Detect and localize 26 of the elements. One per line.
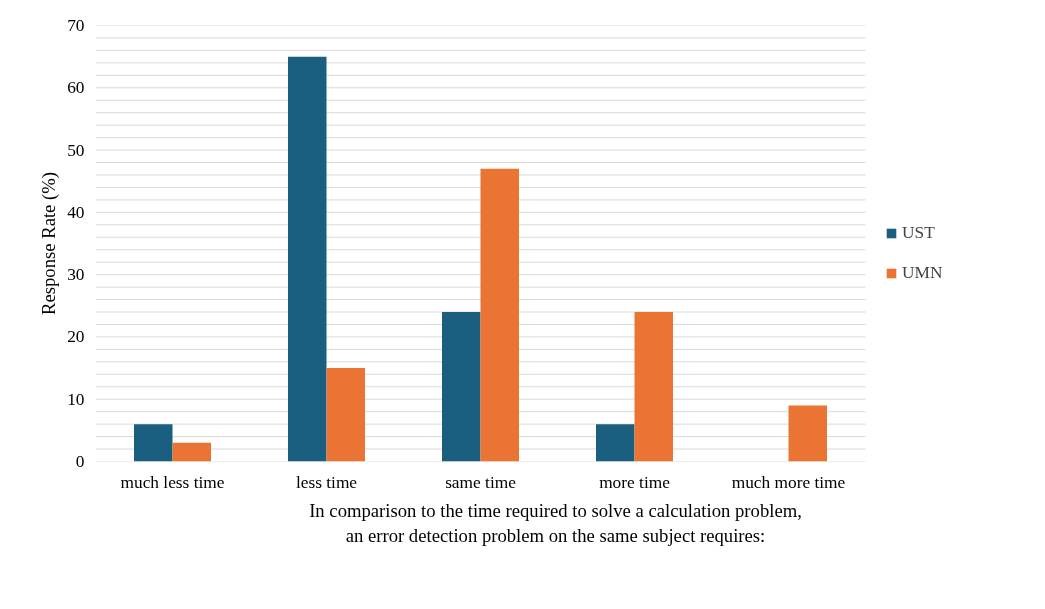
y-axis-title: Response Rate (%) xyxy=(38,172,61,315)
y-tick-label: 0 xyxy=(75,452,85,471)
x-tick-label: less time xyxy=(295,472,358,492)
bar xyxy=(634,312,673,462)
bar xyxy=(788,405,827,462)
y-tick-label: 30 xyxy=(67,265,85,285)
bar xyxy=(288,56,327,462)
y-tick-label: 70 xyxy=(67,16,85,35)
y-tick-label: 50 xyxy=(67,140,85,160)
y-tick-label: 40 xyxy=(67,202,85,222)
legend-label: UMN xyxy=(902,263,943,283)
x-tick-label: much more time xyxy=(731,472,846,492)
bar xyxy=(326,368,365,462)
bar xyxy=(442,312,481,462)
x-tick-label: more time xyxy=(599,472,671,492)
y-tick-label: 10 xyxy=(67,389,85,409)
y-tick-label: 60 xyxy=(67,78,85,98)
x-tick-label: same time xyxy=(445,472,517,492)
bar xyxy=(596,424,635,462)
bar xyxy=(480,168,519,462)
legend-label: UST xyxy=(902,223,935,243)
y-tick-label: 20 xyxy=(67,327,85,347)
bar xyxy=(172,442,211,462)
x-axis-title: In comparison to the time required to solve a calculation problem, an error detection problem on the same subject requires: xyxy=(309,499,802,546)
bar xyxy=(134,424,173,462)
x-tick-label: much less time xyxy=(120,472,225,492)
